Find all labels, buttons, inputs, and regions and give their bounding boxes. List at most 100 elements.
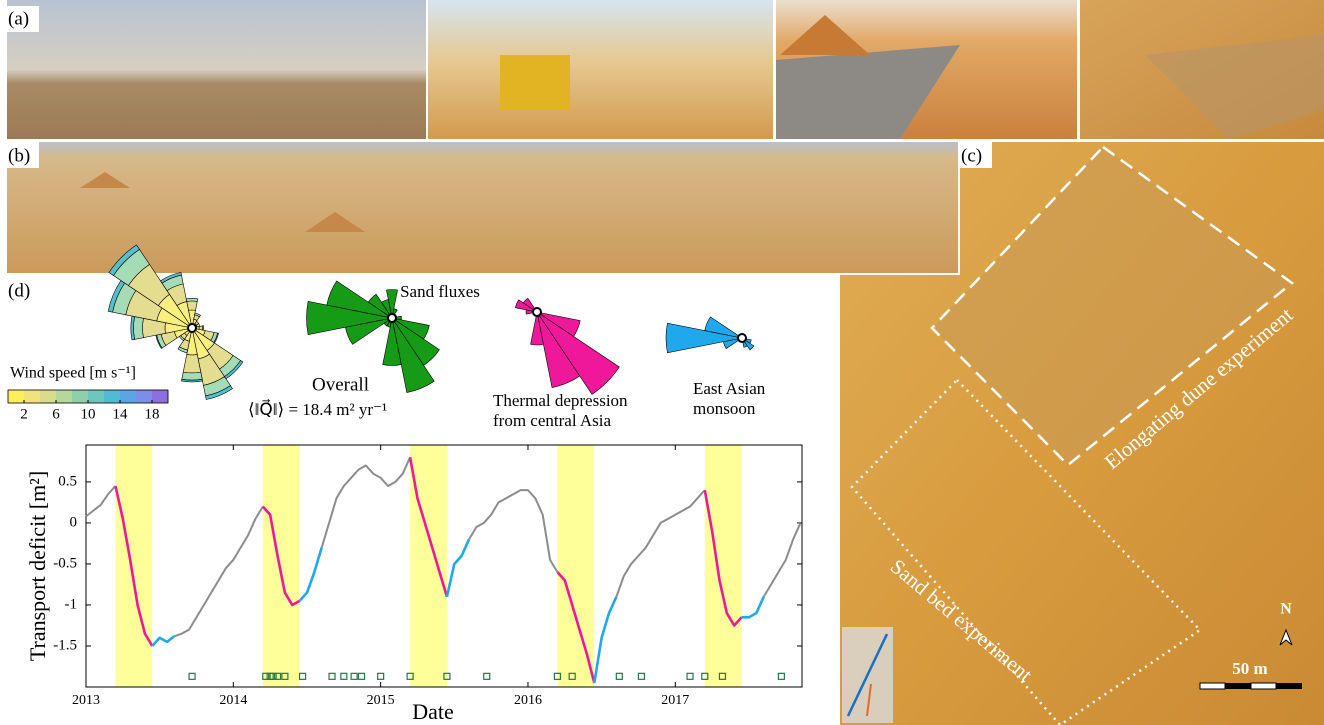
y-axis-label: Transport deficit [m²]: [25, 471, 50, 661]
sand-pile: [780, 15, 870, 55]
rose-wedge: [530, 311, 544, 346]
y-tick-label: 0.5: [58, 473, 77, 489]
rose-wedge: [704, 316, 743, 339]
colorbar-swatch: [40, 390, 57, 403]
y-tick-label: -0.5: [53, 555, 77, 571]
photo-a2: [428, 0, 773, 139]
event-marker: [553, 672, 562, 680]
rose-label: East Asian: [693, 379, 766, 398]
dune-frame: [930, 145, 1295, 467]
dune-b2: [305, 212, 365, 232]
event-marker: [273, 672, 282, 680]
colorbar-tick-label: 6: [52, 406, 60, 422]
x-tick-label: 2017: [661, 693, 689, 708]
colorbar-label: Wind speed [m s⁻¹]: [10, 365, 136, 382]
highlight-span: [262, 445, 300, 687]
bed-frame: [850, 378, 1202, 725]
x-tick-label: 2013: [72, 693, 100, 708]
gravel-strip: [776, 45, 960, 139]
event-marker: [615, 672, 623, 680]
rose-center: [737, 333, 747, 343]
event-marker: [340, 672, 348, 680]
rose-wedge: [367, 293, 393, 319]
colorbar-swatch: [136, 390, 153, 403]
rose-wedge: [391, 317, 435, 393]
y-tick-label: 0: [70, 514, 78, 530]
scale-bar: [1276, 683, 1302, 689]
photo-b: [7, 142, 958, 273]
rose-wedge: [202, 325, 204, 331]
colorbar-swatch: [120, 390, 137, 403]
rose-label: Overall: [312, 374, 369, 395]
colorbar-swatch: [88, 390, 105, 403]
colorbar-tick-label: 14: [113, 406, 129, 422]
rose-wedge: [181, 378, 203, 383]
event-marker: [328, 672, 336, 680]
colorbar-swatch: [152, 390, 169, 403]
rose-wedge: [133, 316, 144, 340]
label-bg: [7, 142, 39, 168]
panel-label: (c): [961, 145, 982, 166]
rose-wedge: [536, 311, 620, 395]
colorbar-tick-label: 18: [145, 406, 160, 422]
rose-wedge: [205, 385, 233, 400]
photo-a1: [7, 0, 426, 139]
rose-center: [387, 313, 397, 323]
event-marker: [443, 672, 451, 680]
colorbar-swatch: [104, 390, 121, 403]
event-marker: [281, 672, 289, 680]
rose-label: ⟨‖Q⃗‖⟩ = 18.4 m² yr⁻¹: [248, 399, 387, 419]
panel-label: (b): [8, 145, 30, 166]
rose-center: [187, 323, 197, 333]
north-label: N: [1280, 601, 1292, 618]
event-marker: [357, 672, 366, 680]
rose-wedge: [194, 312, 201, 318]
dune-area: [932, 147, 1292, 465]
rose-wedge: [515, 299, 538, 313]
plot-frame: [85, 444, 803, 688]
event-marker: [637, 672, 646, 680]
y-tick-label: -1: [65, 596, 78, 612]
x-tick-label: 2015: [367, 693, 395, 708]
north-arrow: [1279, 628, 1293, 646]
rose-label: monsoon: [693, 399, 756, 418]
rose-wedge: [536, 311, 581, 388]
panel-label: (d): [8, 280, 30, 301]
label-bg: [7, 6, 39, 32]
rose-wedge: [306, 300, 393, 336]
event-marker: [483, 672, 491, 680]
rose-title: Sand fluxes: [400, 282, 480, 301]
highlight-span: [115, 445, 153, 687]
event-marker: [701, 672, 709, 680]
colorbar-swatch: [56, 390, 73, 403]
rose-wedge: [382, 317, 402, 366]
rose-center: [532, 307, 542, 317]
data-line: [85, 456, 802, 638]
event-marker: [188, 672, 196, 680]
rose-wedge: [381, 299, 393, 319]
event-marker: [777, 672, 785, 680]
inset-arrow: [866, 683, 872, 717]
dune-b1: [80, 172, 130, 188]
rose-wedge: [177, 346, 188, 354]
colorbar-swatch: [72, 390, 89, 403]
panel-label: (a): [8, 8, 29, 29]
event-marker: [298, 672, 307, 680]
rose-wedge: [160, 272, 182, 284]
rose-wedge: [185, 298, 199, 302]
x-tick-label: 2016: [514, 693, 542, 708]
data-line: [114, 457, 743, 684]
event-marker: [377, 672, 385, 680]
event-marker: [568, 672, 576, 680]
rose-wedge: [665, 322, 743, 354]
data-line: [151, 538, 765, 684]
loader-shape: [500, 55, 570, 110]
event-marker: [406, 672, 414, 680]
event-marker: [269, 672, 277, 680]
event-marker: [350, 672, 358, 680]
colorbar-swatch: [8, 390, 25, 403]
scale-label: 50 m: [1232, 659, 1267, 678]
rose-label: Thermal depression: [493, 391, 628, 410]
scale-bar: [1225, 683, 1251, 689]
